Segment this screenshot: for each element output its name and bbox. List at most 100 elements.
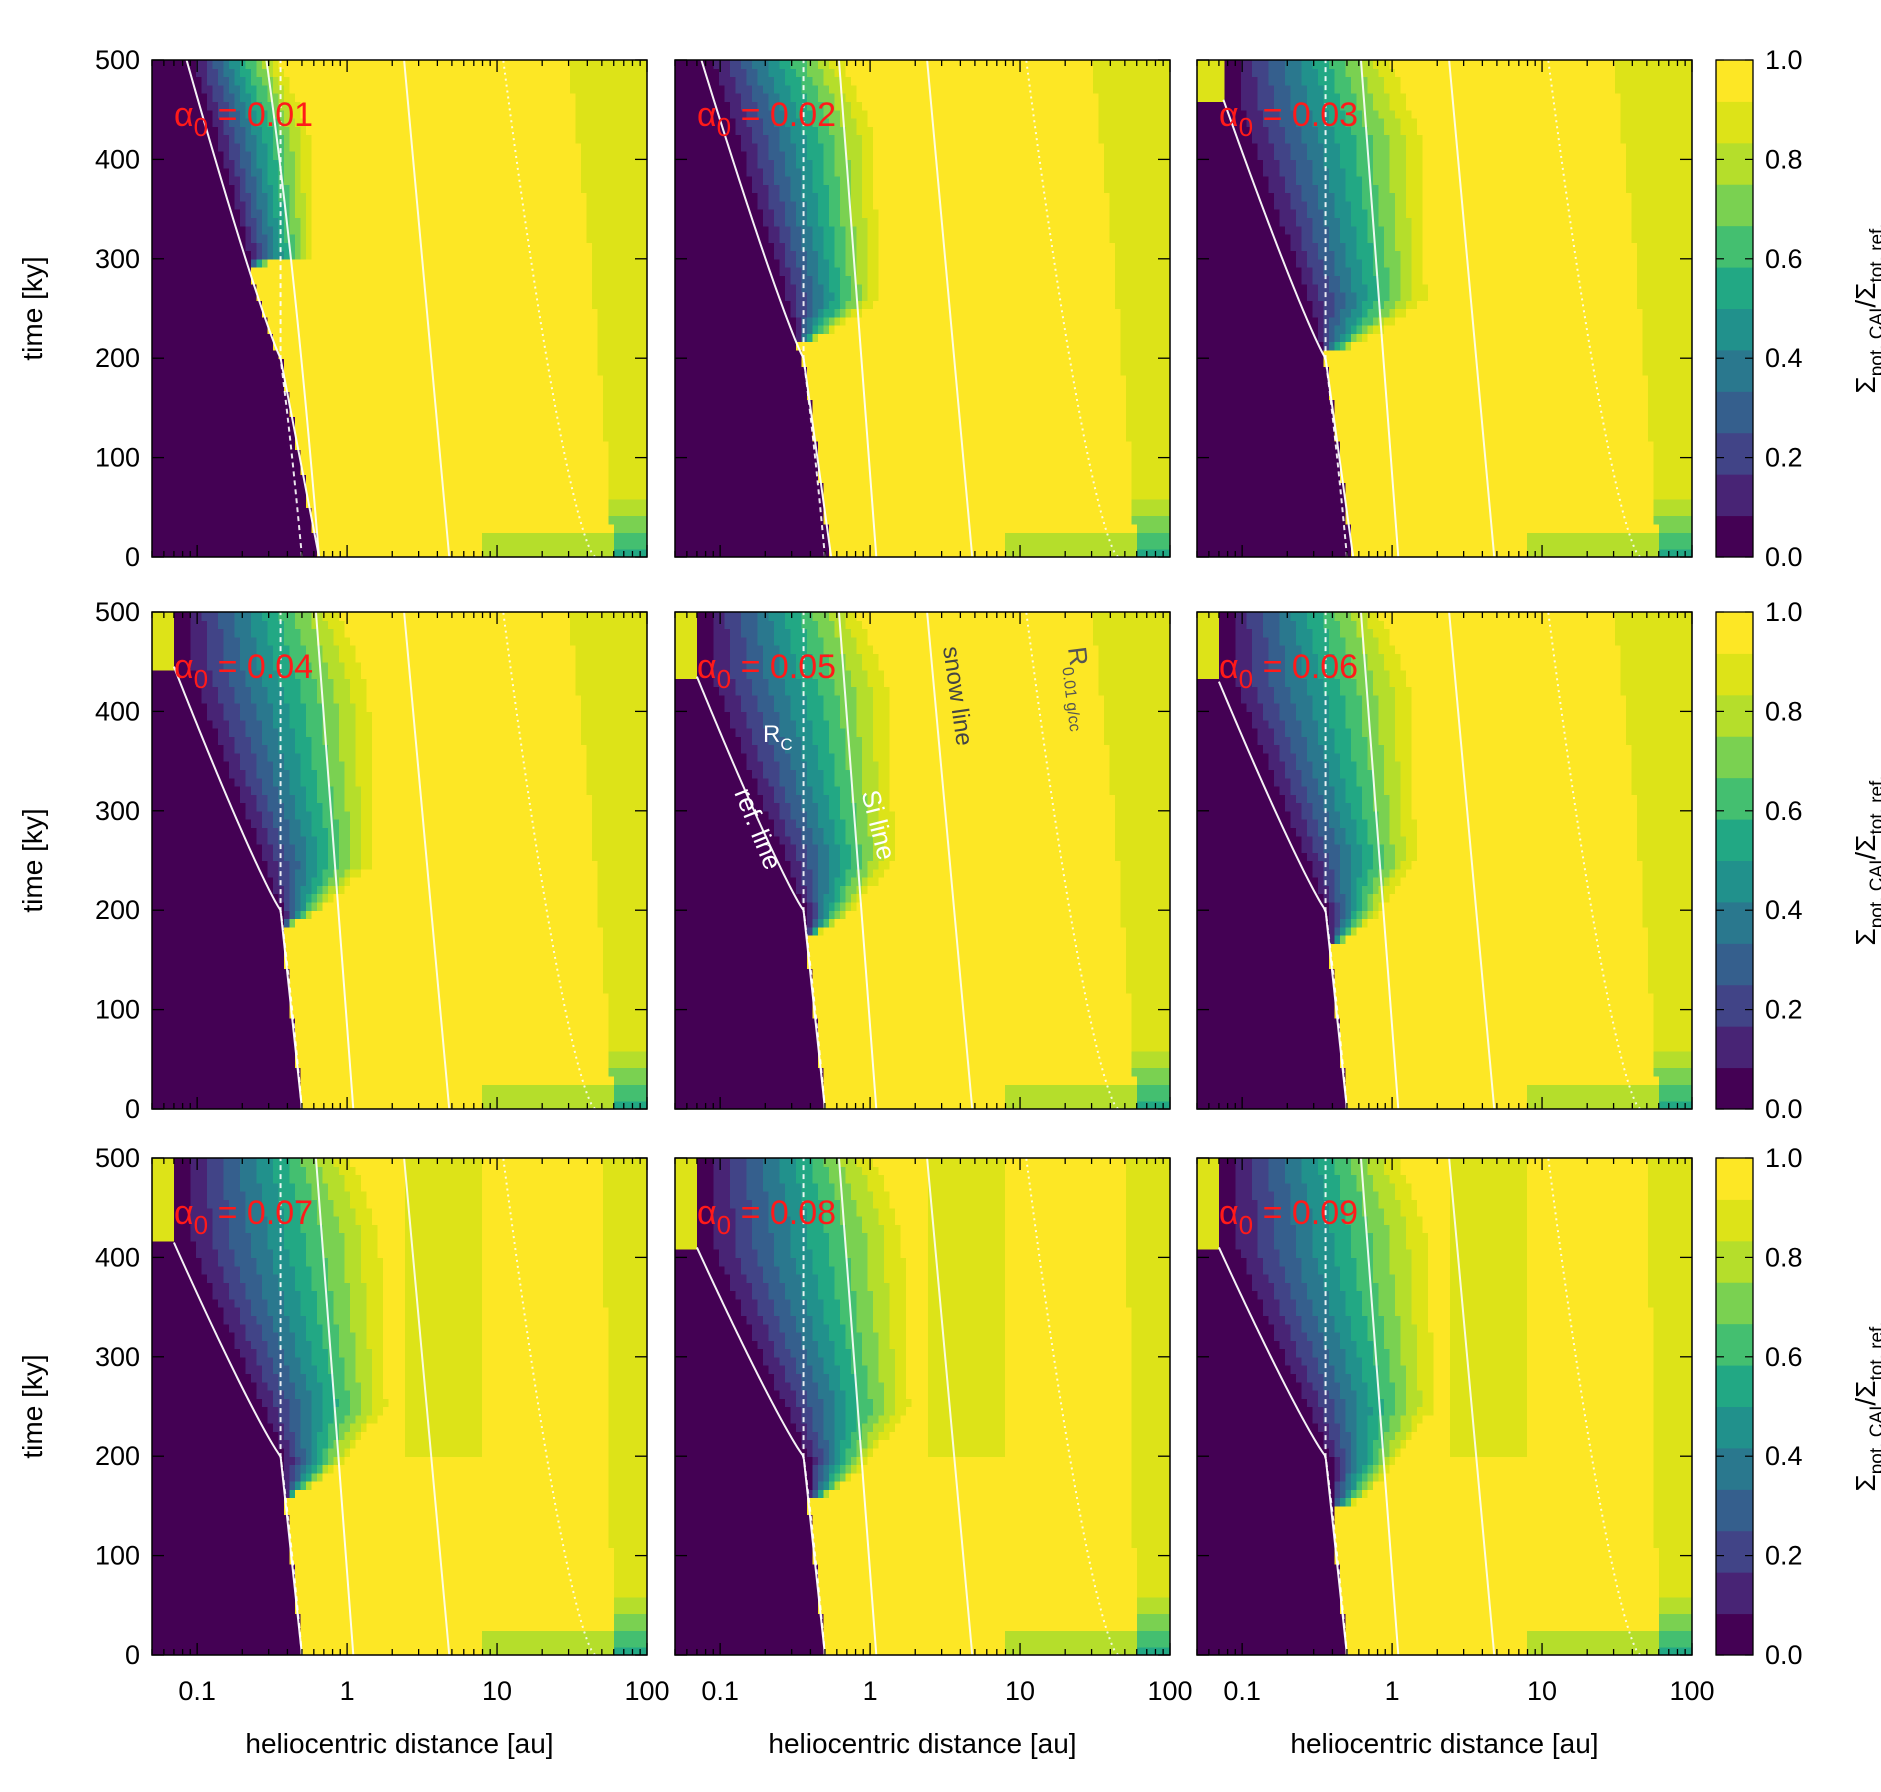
heatmap-cell (807, 325, 813, 334)
heatmap-cell (813, 1266, 836, 1275)
heatmap-cell (1654, 441, 1693, 450)
heatmap-cell (372, 827, 593, 836)
heatmap-panel-2: α0 = 0.02 (675, 60, 1171, 558)
heatmap-cell (246, 1291, 263, 1300)
heatmap-cell (306, 126, 576, 135)
heatmap-cell (268, 827, 280, 836)
heatmap-cell (284, 927, 604, 936)
heatmap-cell (890, 1299, 907, 1308)
heatmap-cell (317, 844, 329, 853)
heatmap-cell (295, 1332, 307, 1341)
heatmap-cell (152, 637, 175, 646)
heatmap-cell (1362, 786, 1374, 795)
heatmap-cell (774, 251, 786, 260)
heatmap-cell (1384, 77, 1401, 86)
heatmap-cell (829, 861, 841, 870)
heatmap-cell (361, 1390, 373, 1399)
heatmap-cell (1110, 193, 1171, 202)
heatmap-cell (1395, 234, 1412, 243)
heatmap-cell (890, 778, 1111, 787)
heatmap-cell (1346, 333, 1352, 342)
heatmap-cell (1132, 1423, 1171, 1432)
heatmap-cell (1379, 217, 1396, 226)
heatmap-cell (301, 861, 307, 870)
heatmap-cell (1390, 275, 1402, 284)
heatmap-cell (339, 877, 345, 886)
heatmap-cell (1412, 786, 1633, 795)
heatmap-cell (1329, 703, 1346, 712)
heatmap-cell (356, 1340, 368, 1349)
heatmap-cell (482, 1630, 615, 1639)
heatmap-cell (240, 1166, 257, 1175)
heatmap-cell (840, 852, 852, 861)
heatmap-cell (268, 242, 274, 251)
heatmap-cell (1274, 193, 1291, 202)
heatmap-cell (251, 745, 268, 754)
heatmap-cell (240, 1266, 257, 1275)
heatmap-cell (774, 1340, 786, 1349)
heatmap-cell (1632, 745, 1693, 754)
heatmap-cell (1368, 77, 1385, 86)
heatmap-cell (1659, 540, 1693, 549)
heatmap-cell (1654, 499, 1693, 508)
heatmap-cell (1401, 662, 1622, 671)
heatmap-cell (482, 1199, 604, 1208)
heatmap-cell (1132, 1373, 1171, 1382)
heatmap-cell (868, 1282, 891, 1291)
heatmap-cell (774, 77, 786, 86)
heatmap-cell (317, 869, 323, 878)
heatmap-cell (846, 60, 1094, 69)
heatmap-cell (1406, 135, 1423, 144)
heatmap-cell (581, 728, 648, 737)
heatmap-cell (273, 77, 279, 86)
heatmap-cell (284, 761, 301, 770)
heatmap-cell (1005, 1299, 1127, 1308)
heatmap-cell (829, 217, 841, 226)
heatmap-cell (240, 786, 252, 795)
heatmap-cell (290, 711, 307, 720)
heatmap-cell (857, 902, 1122, 911)
heatmap-cell (1362, 259, 1374, 268)
heatmap-cell (361, 1407, 373, 1416)
heatmap-cell (758, 159, 775, 168)
heatmap-cell (345, 620, 571, 629)
heatmap-cell (714, 620, 726, 629)
heatmap-cell (312, 524, 615, 533)
heatmap-cell (317, 1464, 323, 1473)
heatmap-cell (273, 333, 598, 342)
heatmap-cell (1626, 695, 1693, 704)
heatmap-cell (829, 728, 846, 737)
heatmap-cell (345, 670, 362, 679)
heatmap-cell (295, 1589, 615, 1598)
heatmap-cell (1527, 532, 1660, 541)
heatmap-cell (1368, 877, 1374, 886)
heatmap-cell (1005, 1423, 1132, 1432)
heatmap-cell (246, 135, 258, 144)
heatmap-cell (290, 1166, 307, 1175)
heatmap-cell (1351, 77, 1368, 86)
heatmap-cell (846, 309, 852, 318)
heatmap-cell (1302, 60, 1314, 69)
heatmap-cell (758, 77, 775, 86)
heatmap-cell (818, 861, 830, 870)
heatmap-cell (581, 143, 648, 152)
heatmap-cell (268, 1415, 280, 1424)
alpha-symbol: α (1219, 648, 1239, 686)
heatmap-cell (295, 1059, 609, 1068)
heatmap-cell (1104, 159, 1171, 168)
heatmap-cell (334, 803, 346, 812)
heatmap-cell (290, 226, 302, 235)
heatmap-cell (675, 474, 819, 483)
heatmap-cell (1126, 1299, 1171, 1308)
heatmap-cell (339, 819, 351, 828)
heatmap-cell (862, 309, 1121, 318)
heatmap-cell (1307, 620, 1324, 629)
heatmap-cell (152, 869, 268, 878)
heatmap-cell (1005, 540, 1138, 549)
heatmap-cell (273, 1390, 285, 1399)
heatmap-cell (1357, 902, 1363, 911)
heatmap-cell (879, 1332, 891, 1341)
heatmap-cell (791, 811, 808, 820)
heatmap-cell (570, 612, 648, 621)
